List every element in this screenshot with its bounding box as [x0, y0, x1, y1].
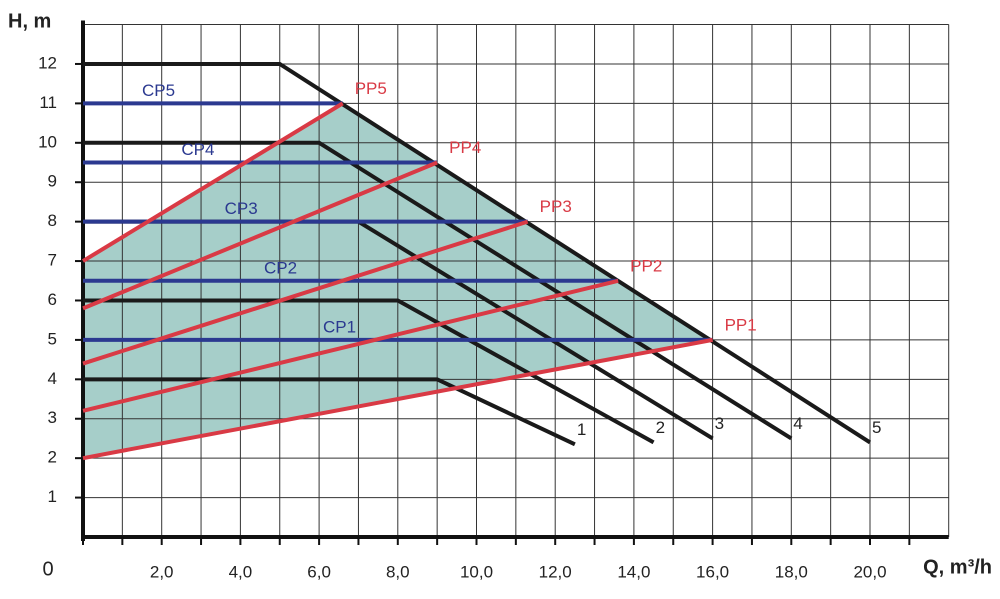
x-tick-label: 18,0 — [775, 562, 808, 581]
series-line — [83, 377, 576, 447]
y-tick-label: 1 — [48, 487, 57, 506]
series-line — [82, 219, 529, 366]
y-tick-label: 6 — [48, 290, 57, 309]
series-line — [81, 101, 344, 263]
y-tick-label: 5 — [48, 329, 57, 348]
x-tick-label: 14,0 — [617, 562, 650, 581]
series-label: PP5 — [355, 79, 387, 98]
x-tick-label: 20,0 — [853, 562, 886, 581]
x-axis-title: Q, m³/h — [923, 556, 992, 578]
series-line — [82, 278, 619, 413]
y-tick-label: 8 — [48, 211, 57, 230]
x-tick-label: 2,0 — [150, 562, 174, 581]
y-tick-label: 12 — [38, 53, 57, 72]
x-tick-label: 4,0 — [229, 562, 253, 581]
series-label: 4 — [793, 414, 802, 433]
y-tick-label: 4 — [48, 369, 57, 388]
series-line — [83, 61, 872, 445]
series-line — [82, 337, 713, 461]
x-tick-label: 12,0 — [539, 562, 572, 581]
x-tick-label: 8,0 — [386, 562, 410, 581]
x-tick-label: 0 — [42, 558, 53, 580]
series-label: CP5 — [142, 81, 175, 100]
y-axis-title: H, m — [8, 10, 51, 32]
y-tick-label: 7 — [48, 251, 57, 270]
y-tick-label: 10 — [38, 132, 57, 151]
series-label: 5 — [872, 418, 881, 437]
series-label: PP4 — [449, 138, 481, 157]
series-label: CP3 — [225, 199, 258, 218]
series-label: PP2 — [630, 256, 662, 275]
series-label: CP1 — [323, 317, 356, 336]
series-line — [82, 160, 438, 311]
series-label: PP3 — [540, 197, 572, 216]
x-tick-label: 16,0 — [696, 562, 729, 581]
y-tick-label: 3 — [48, 408, 57, 427]
series-label: 2 — [656, 418, 665, 437]
series-label: 1 — [577, 420, 586, 439]
x-tick-label: 6,0 — [307, 562, 331, 581]
series-label: PP1 — [725, 315, 757, 334]
series-label: CP4 — [181, 140, 214, 159]
y-tick-label: 11 — [39, 93, 57, 112]
y-tick-label: 9 — [48, 172, 57, 191]
y-tick-label: 2 — [48, 448, 57, 467]
x-tick-label: 10,0 — [460, 562, 493, 581]
series-line — [83, 298, 655, 445]
series-label: CP2 — [264, 258, 297, 277]
series-label: 3 — [715, 414, 724, 433]
